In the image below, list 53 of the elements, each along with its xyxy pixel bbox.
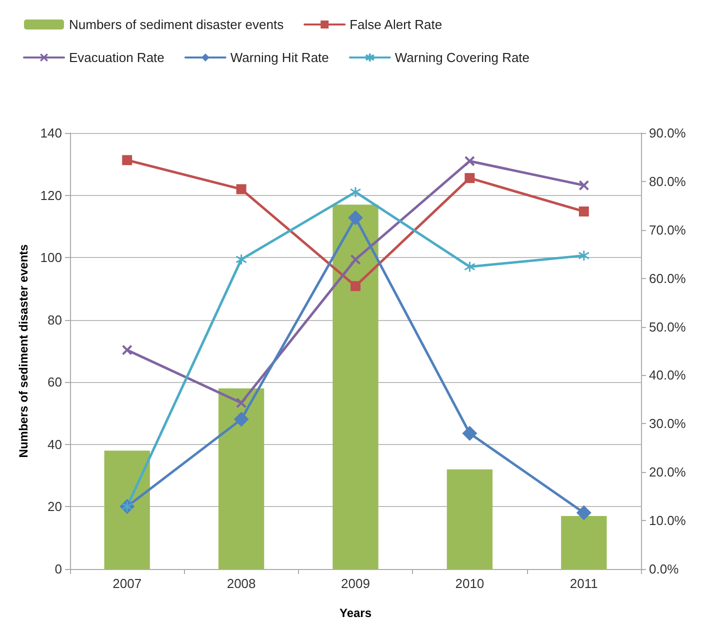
point [350,186,362,198]
point [576,505,592,520]
y2-tick-label: 50.0% [649,319,686,334]
y2-tick-label: 0.0% [649,562,680,576]
point [578,250,590,262]
point [464,156,475,166]
point [464,260,476,272]
bar [218,388,264,569]
legend-label: Warning Hit Rate [230,50,329,65]
point [350,281,360,292]
x-tick-label: 2008 [226,576,256,591]
point [234,412,249,427]
y2-tick-label: 30.0% [649,416,686,432]
x-tick-label: 2009 [341,576,370,591]
y2-tick-label: 40.0% [649,368,686,383]
y-tick-label: 80 [48,312,62,328]
y-tick-label: 0 [54,562,62,576]
point [464,173,475,184]
point [462,426,478,441]
x-tick-label: 2007 [112,576,142,591]
y-tick-label: 40 [48,436,62,452]
point [236,184,246,194]
y2-tick-label: 60.0% [649,270,686,286]
y2-tick-label: 90.0% [649,126,686,140]
y-axis-title: Numbers of sediment disaster events [16,244,30,458]
y2-tick-label: 20.0% [649,464,686,480]
bar [561,516,607,569]
x-tick-label: 2011 [570,576,598,591]
legend-label: Evacuation Rate [69,50,164,65]
y-tick-label: 20 [48,499,62,514]
x-axis-title: Years [339,606,372,620]
point [236,398,246,408]
point [122,155,132,166]
bar [332,204,378,569]
point [578,180,589,190]
point [236,254,248,266]
x-tick-label: 2010 [455,576,484,591]
y2-tick-label: 10.0% [649,513,686,528]
y-tick-label: 100 [40,250,62,266]
y-tick-label: 140 [40,126,62,140]
y2-tick-label: 80.0% [649,174,686,189]
point [122,345,132,356]
legend-label: Numbers of sediment disaster events [69,17,284,32]
legend-label: False Alert Rate [350,17,442,32]
bar [104,450,150,569]
point [348,210,363,226]
y-tick-label: 60 [48,374,62,390]
legend-label: Warning Covering Rate [394,50,530,65]
point [578,206,589,216]
y2-tick-label: 70.0% [649,222,686,238]
point [350,254,360,264]
bar [446,469,493,569]
y-tick-label: 120 [40,188,62,203]
